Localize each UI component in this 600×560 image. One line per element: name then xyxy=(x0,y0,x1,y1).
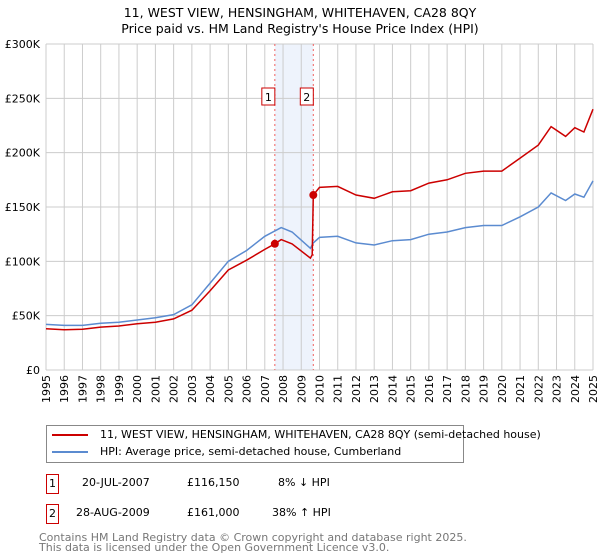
sale-marker-label: 2 xyxy=(303,91,310,104)
x-tick-label: 1996 xyxy=(58,375,71,403)
marker-badge: 2 xyxy=(46,504,59,524)
x-tick-label: 2005 xyxy=(222,375,235,403)
x-tick-label: 2019 xyxy=(478,375,491,403)
y-tick-label: £100K xyxy=(5,255,41,268)
legend-swatch-red xyxy=(52,434,88,436)
legend-item-hpi: HPI: Average price, semi-detached house,… xyxy=(47,444,463,460)
y-tick-label: £200K xyxy=(5,147,41,160)
y-tick-label: £300K xyxy=(5,38,41,51)
x-tick-label: 1997 xyxy=(76,375,89,403)
chart-title: 11, WEST VIEW, HENSINGHAM, WHITEHAVEN, C… xyxy=(123,5,477,20)
x-tick-label: 2006 xyxy=(241,375,254,403)
x-tick-label: 2025 xyxy=(587,375,600,403)
x-tick-label: 2015 xyxy=(405,375,418,403)
y-tick-label: £150K xyxy=(5,201,41,214)
x-tick-label: 2002 xyxy=(168,375,181,403)
x-tick-label: 1998 xyxy=(95,375,108,403)
x-tick-label: 2010 xyxy=(314,375,327,403)
x-tick-label: 1999 xyxy=(113,375,126,403)
x-tick-label: 2023 xyxy=(551,375,564,403)
sale-marker-box xyxy=(299,87,314,106)
transaction-row: 1 20-JUL-2007 £116,150 8% ↓ HPI xyxy=(46,474,446,494)
sale-marker-label: 1 xyxy=(265,91,272,104)
x-tick-label: 2003 xyxy=(186,375,199,403)
sale-point xyxy=(309,191,318,200)
x-tick-label: 2022 xyxy=(532,375,545,403)
x-tick-label: 2000 xyxy=(131,375,144,403)
x-tick-label: 2013 xyxy=(368,375,381,403)
legend-swatch-blue xyxy=(52,451,88,453)
transaction-date: 28-AUG-2009 xyxy=(76,506,150,519)
y-tick-label: £250K xyxy=(5,92,41,105)
x-tick-label: 2021 xyxy=(514,375,527,403)
x-tick-label: 2004 xyxy=(204,375,217,403)
legend-label: 11, WEST VIEW, HENSINGHAM, WHITEHAVEN, C… xyxy=(100,428,541,441)
x-tick-label: 2001 xyxy=(149,375,162,403)
transaction-hpi: 38% ↑ HPI xyxy=(272,506,331,519)
x-tick-label: 1995 xyxy=(40,375,53,403)
x-tick-label: 2011 xyxy=(332,375,345,403)
transaction-price: £161,000 xyxy=(187,506,240,519)
footer-licence: This data is licensed under the Open Gov… xyxy=(39,541,390,554)
footer-copyright: Contains HM Land Registry data © Crown c… xyxy=(39,531,467,544)
x-tick-label: 2007 xyxy=(259,375,272,403)
x-tick-label: 2024 xyxy=(569,375,582,403)
x-tick-label: 2020 xyxy=(496,375,509,403)
sale-marker-box xyxy=(261,87,276,106)
y-tick-label: £50K xyxy=(12,310,41,323)
x-tick-label: 2016 xyxy=(423,375,436,403)
x-tick-label: 2009 xyxy=(295,375,308,403)
transaction-hpi: 8% ↓ HPI xyxy=(278,476,330,489)
legend: 11, WEST VIEW, HENSINGHAM, WHITEHAVEN, C… xyxy=(46,425,541,463)
transaction-price: £116,150 xyxy=(187,476,240,489)
y-tick-label: £0 xyxy=(26,364,40,377)
x-tick-label: 2017 xyxy=(441,375,454,403)
hpi-line xyxy=(45,180,594,327)
legend-label: HPI: Average price, semi-detached house,… xyxy=(100,445,402,458)
x-tick-label: 2014 xyxy=(386,375,399,403)
marker-badge: 1 xyxy=(46,474,59,494)
x-tick-label: 2018 xyxy=(459,375,472,403)
transaction-row: 2 28-AUG-2009 £161,000 38% ↑ HPI xyxy=(46,504,446,524)
legend-item-property: 11, WEST VIEW, HENSINGHAM, WHITEHAVEN, C… xyxy=(47,427,541,443)
x-tick-label: 2008 xyxy=(277,375,290,403)
price-chart: 1995 1996 1997 1998 1999 2000 2001 2002 2003 2004… xyxy=(5,38,600,403)
transaction-date: 20-JUL-2007 xyxy=(82,476,150,489)
sale-point xyxy=(270,239,279,248)
chart-subtitle: Price paid vs. HM Land Registry's House … xyxy=(121,21,479,36)
x-tick-label: 2012 xyxy=(350,375,363,403)
